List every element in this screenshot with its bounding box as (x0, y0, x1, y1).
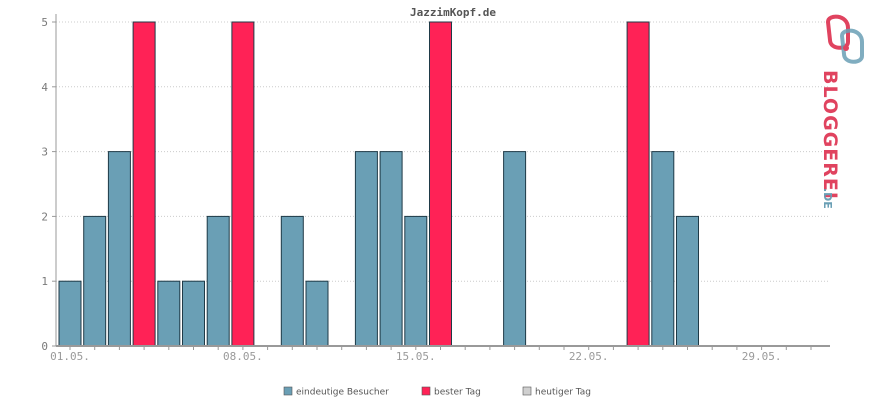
bar (107, 151, 131, 347)
y-tick-label: 4 (41, 81, 48, 94)
bar (503, 151, 527, 347)
y-tick-label: 3 (41, 146, 48, 159)
bar (206, 215, 230, 347)
x-tick-label: 22.05. (569, 350, 609, 363)
bar (651, 151, 675, 347)
legend-label: bester Tag (434, 388, 481, 398)
bar (182, 280, 205, 347)
legend-label: eindeutige Besucher (296, 388, 389, 398)
y-tick-label: 0 (41, 340, 48, 353)
x-tick-label: 01.05. (50, 350, 90, 363)
y-tick-label: 2 (41, 210, 48, 223)
legend-item: eindeutige Besucher (283, 386, 389, 398)
x-axis: 01.05. 08.05. 15.05. 22.05. 29.05. (50, 345, 830, 363)
legend-item: bester Tag (421, 386, 481, 398)
bar (676, 215, 699, 347)
y-tick-label: 5 (41, 16, 48, 29)
logo-suffix: .DE (821, 188, 834, 209)
legend: eindeutige Besucher bester Tag heutiger Ta… (283, 386, 591, 398)
bar-best-day (429, 21, 452, 347)
bar (404, 215, 428, 347)
x-tick-label: 08.05. (223, 350, 263, 363)
bar (58, 280, 82, 347)
bars (58, 21, 699, 347)
legend-swatch (522, 386, 532, 396)
bar (157, 280, 181, 347)
bar-best-day (626, 21, 650, 347)
bar (280, 215, 304, 347)
legend-label: heutiger Tag (535, 388, 591, 398)
logo-text: BLOGGEREI (819, 70, 841, 200)
bar (354, 151, 378, 347)
y-axis: 0 1 2 3 4 5 (41, 14, 57, 353)
bar-best-day (231, 21, 255, 347)
legend-swatch (283, 386, 293, 396)
bloggerei-logo[interactable]: BLOGGEREI .DE (819, 14, 864, 209)
bar-best-day (132, 21, 156, 347)
x-tick-label: 29.05. (742, 350, 782, 363)
chart-title: JazzimKopf.de (410, 6, 496, 19)
y-tick-label: 1 (41, 275, 48, 288)
x-tick-label: 15.05. (396, 350, 436, 363)
legend-item: heutiger Tag (522, 386, 591, 398)
bar (379, 151, 403, 347)
bar (305, 280, 329, 347)
legend-swatch (421, 386, 431, 396)
bar (83, 215, 107, 347)
bloggerei-logo-icon (825, 14, 864, 64)
